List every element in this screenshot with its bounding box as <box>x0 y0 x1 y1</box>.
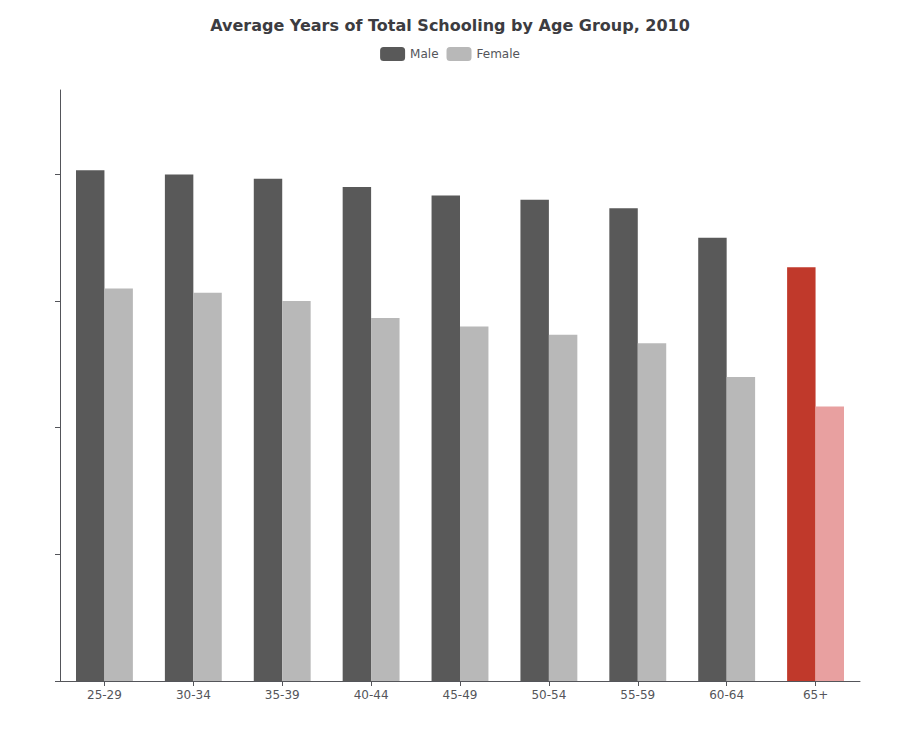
svg-text:55-59: 55-59 <box>620 688 655 702</box>
svg-text:30-34: 30-34 <box>176 688 211 702</box>
svg-text:Female: Female <box>477 47 520 61</box>
svg-text:40-44: 40-44 <box>354 688 389 702</box>
svg-text:65+: 65+ <box>803 688 828 702</box>
svg-text:25-29: 25-29 <box>87 688 122 702</box>
svg-text:60-64: 60-64 <box>709 688 744 702</box>
svg-text:45-49: 45-49 <box>443 688 478 702</box>
svg-text:35-39: 35-39 <box>265 688 300 702</box>
svg-text:Male: Male <box>410 47 438 61</box>
svg-text:Average Years of Total Schooli: Average Years of Total Schooling by Age … <box>210 16 690 35</box>
svg-text:50-54: 50-54 <box>531 688 566 702</box>
